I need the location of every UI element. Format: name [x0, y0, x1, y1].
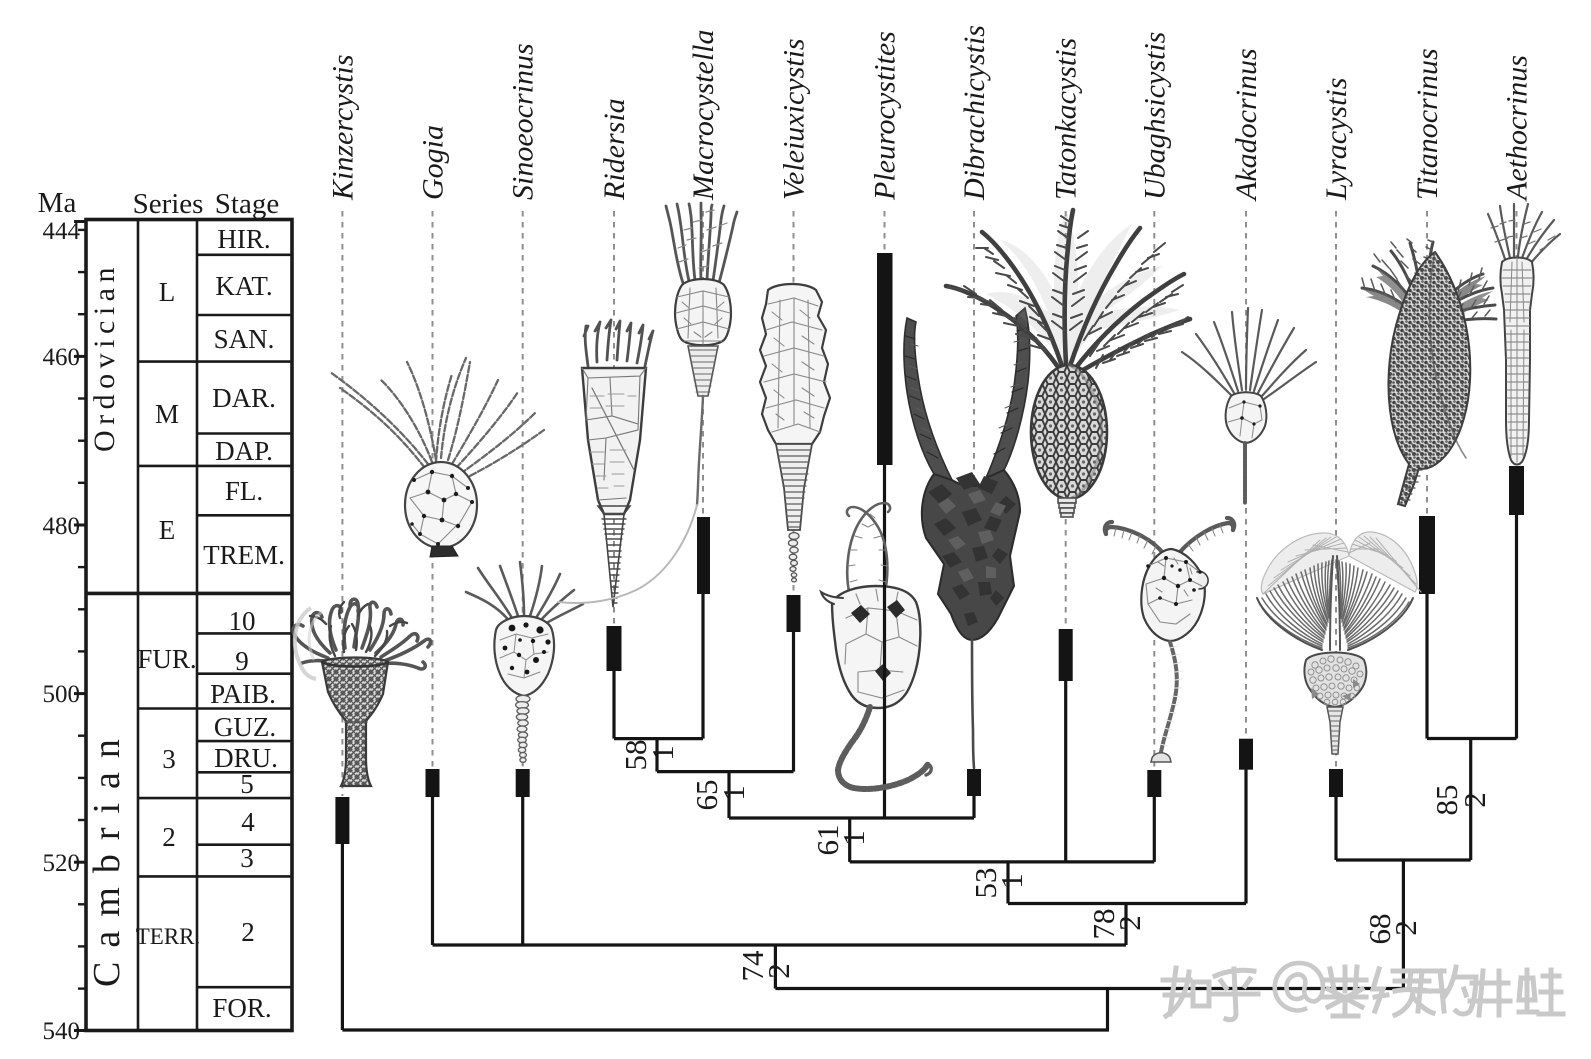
- svg-text:53: 53: [968, 868, 1003, 899]
- svg-text:Aethocrinus: Aethocrinus: [1501, 55, 1534, 202]
- svg-text:3: 3: [162, 744, 176, 774]
- svg-text:540: 540: [43, 1018, 81, 1045]
- svg-text:Ridersia: Ridersia: [598, 98, 631, 201]
- svg-text:3: 3: [240, 843, 254, 873]
- svg-text:68: 68: [1362, 914, 1397, 945]
- svg-text:Ordovician: Ordovician: [88, 262, 121, 452]
- svg-text:Stage: Stage: [215, 188, 279, 220]
- svg-text:480: 480: [43, 513, 81, 540]
- svg-text:SAN.: SAN.: [214, 324, 275, 354]
- svg-text:M: M: [155, 399, 179, 429]
- svg-text:2: 2: [1388, 920, 1423, 936]
- svg-text:74: 74: [735, 950, 770, 982]
- svg-text:FUR.: FUR.: [137, 644, 196, 674]
- svg-text:TERR.: TERR.: [136, 924, 201, 949]
- svg-text:2: 2: [1457, 792, 1492, 808]
- svg-text:Macrocystella: Macrocystella: [687, 30, 720, 202]
- svg-text:5: 5: [240, 769, 254, 799]
- svg-text:2: 2: [162, 822, 176, 852]
- svg-text:Lyracystis: Lyracystis: [1320, 78, 1353, 201]
- svg-text:9: 9: [235, 646, 249, 676]
- svg-text:2: 2: [761, 963, 796, 979]
- svg-text:Sinoeocrinus: Sinoeocrinus: [507, 43, 540, 200]
- svg-text:Cambrian: Cambrian: [86, 725, 128, 987]
- svg-text:DRU.: DRU.: [214, 743, 278, 773]
- svg-text:Ma: Ma: [38, 187, 77, 219]
- svg-text:Ubaghsicystis: Ubaghsicystis: [1138, 32, 1171, 200]
- svg-text:HIR.: HIR.: [217, 224, 270, 254]
- svg-text:61: 61: [810, 825, 845, 856]
- svg-text:L: L: [159, 277, 176, 307]
- svg-text:PAIB.: PAIB.: [210, 679, 276, 709]
- svg-text:Titanocrinus: Titanocrinus: [1411, 48, 1444, 200]
- svg-text:58: 58: [618, 740, 653, 771]
- svg-text:85: 85: [1429, 785, 1464, 816]
- svg-text:Dibrachicystis: Dibrachicystis: [958, 25, 991, 201]
- svg-text:Kinzercystis: Kinzercystis: [326, 54, 359, 201]
- svg-text:1: 1: [645, 745, 680, 761]
- svg-text:10: 10: [229, 606, 256, 636]
- svg-text:78: 78: [1086, 909, 1121, 940]
- svg-text:DAR.: DAR.: [212, 383, 276, 413]
- svg-text:FL.: FL.: [225, 476, 263, 506]
- svg-text:Gogia: Gogia: [417, 125, 450, 200]
- svg-text:DAP.: DAP.: [215, 436, 273, 466]
- svg-text:444: 444: [43, 218, 81, 245]
- svg-text:Veleiuxicystis: Veleiuxicystis: [778, 38, 811, 200]
- svg-text:4: 4: [241, 807, 255, 837]
- svg-text:2: 2: [1112, 915, 1147, 931]
- svg-text:1: 1: [994, 873, 1029, 889]
- svg-text:TREM.: TREM.: [203, 540, 285, 570]
- svg-text:Series: Series: [133, 188, 204, 220]
- svg-text:460: 460: [43, 344, 81, 371]
- svg-text:Akadocrinus: Akadocrinus: [1230, 48, 1263, 202]
- svg-text:GUZ.: GUZ.: [214, 712, 276, 742]
- svg-text:1: 1: [716, 785, 751, 801]
- svg-text:1: 1: [836, 830, 871, 846]
- svg-text:Pleurocystites: Pleurocystites: [869, 31, 902, 201]
- svg-text:FOR.: FOR.: [212, 993, 271, 1023]
- svg-text:E: E: [159, 515, 176, 545]
- svg-text:65: 65: [689, 780, 724, 811]
- svg-text:520: 520: [43, 850, 81, 877]
- svg-text:2: 2: [241, 917, 255, 947]
- svg-text:KAT.: KAT.: [215, 271, 272, 301]
- svg-text:500: 500: [43, 681, 81, 708]
- svg-text:Tatonkacystis: Tatonkacystis: [1050, 38, 1083, 200]
